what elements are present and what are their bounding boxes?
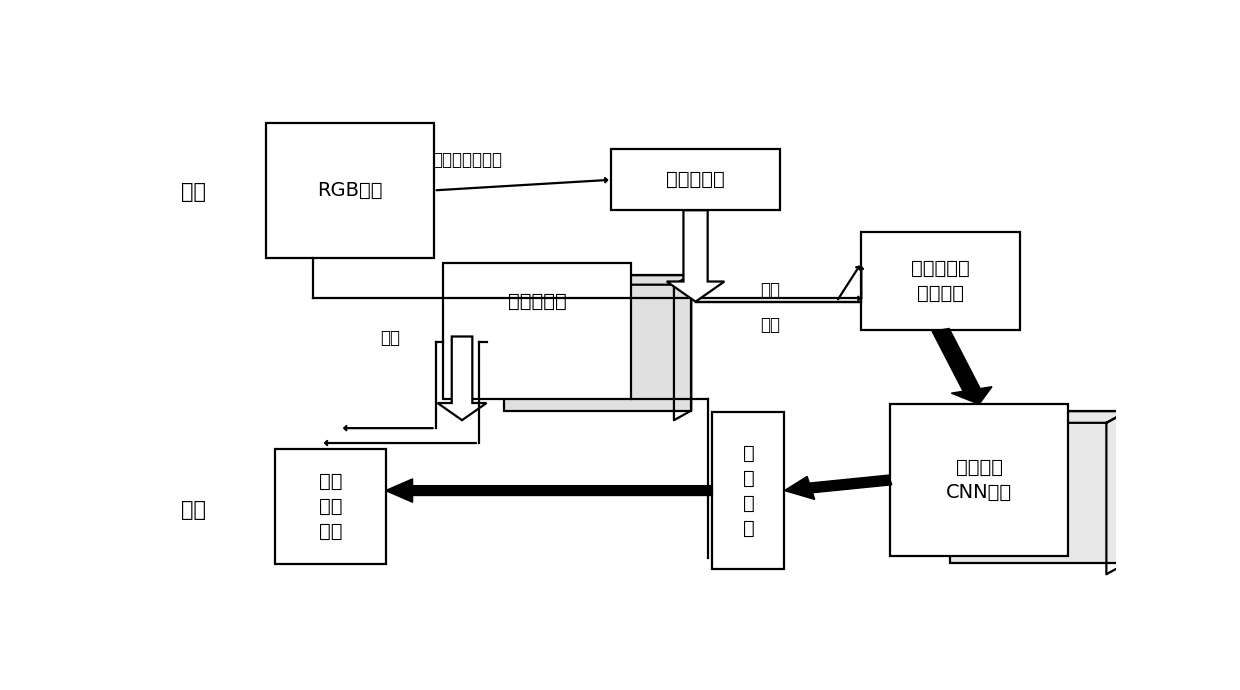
Text: 对齐: 对齐 xyxy=(760,315,780,333)
Polygon shape xyxy=(438,337,486,420)
Bar xyxy=(503,275,691,411)
Bar xyxy=(265,123,434,258)
Text: 输入: 输入 xyxy=(181,181,206,201)
Text: 人脸关键点: 人脸关键点 xyxy=(666,170,725,189)
Bar xyxy=(712,412,785,569)
Bar xyxy=(275,449,386,564)
Bar xyxy=(611,149,780,210)
Bar xyxy=(950,411,1127,562)
Text: 人脸检测与标定: 人脸检测与标定 xyxy=(433,151,502,169)
Polygon shape xyxy=(667,210,724,302)
Text: 特征数据库: 特征数据库 xyxy=(507,292,567,311)
Bar xyxy=(862,232,1021,330)
Text: 归一化后的
人脸图片: 归一化后的 人脸图片 xyxy=(911,259,970,303)
Text: RGB图片: RGB图片 xyxy=(317,181,382,200)
Text: 深度学习
CNN模型: 深度学习 CNN模型 xyxy=(946,458,1012,502)
Text: 特
征
向
量: 特 征 向 量 xyxy=(743,444,754,538)
Polygon shape xyxy=(785,475,892,500)
Bar xyxy=(890,404,1068,555)
Polygon shape xyxy=(386,479,712,502)
Polygon shape xyxy=(932,328,992,404)
Bar xyxy=(444,264,631,399)
Text: 对比: 对比 xyxy=(381,329,401,347)
Text: 输出: 输出 xyxy=(181,500,206,520)
Text: 最终
识别
结果: 最终 识别 结果 xyxy=(319,472,342,541)
Text: 剪裁: 剪裁 xyxy=(760,281,780,299)
